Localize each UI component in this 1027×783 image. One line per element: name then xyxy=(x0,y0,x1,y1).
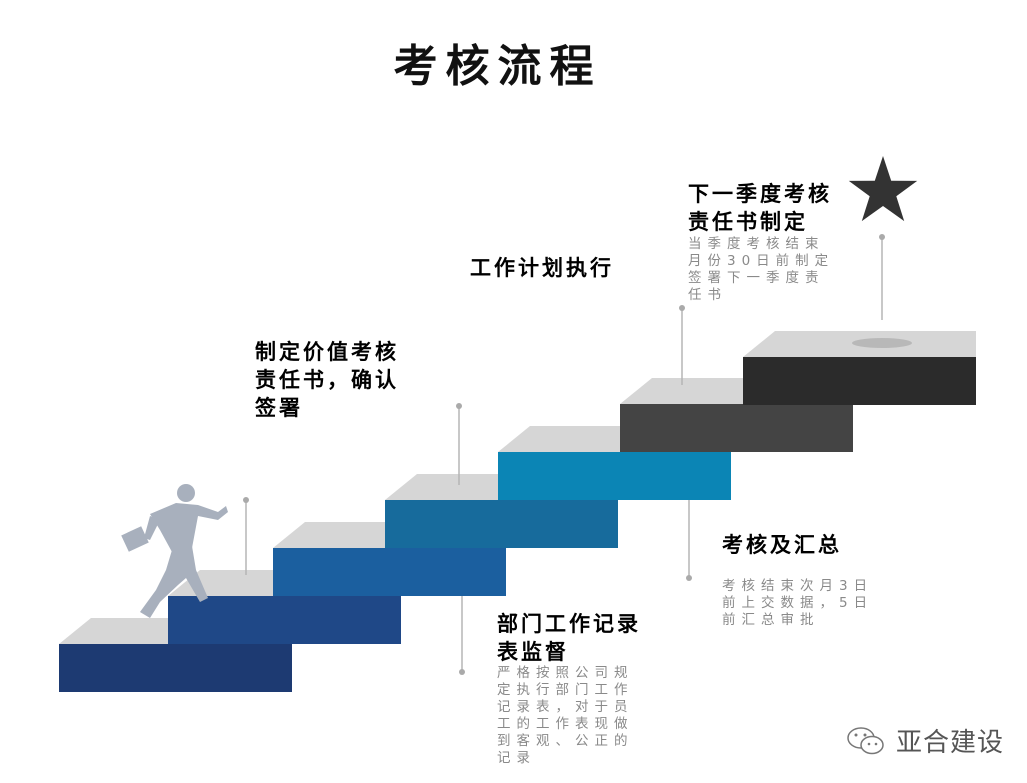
heading-line: 签署 xyxy=(255,396,303,420)
desc-line: 当季度考核结束 xyxy=(688,236,825,252)
desc-line: 前上交数据，5日 xyxy=(722,595,874,611)
connector-dot xyxy=(459,669,465,675)
runner-part xyxy=(177,484,195,502)
heading-line: 考核及汇总 xyxy=(722,533,842,557)
desc-line: 记录 xyxy=(497,750,536,766)
connector-dot xyxy=(679,305,685,311)
brand-watermark: 亚合建设 xyxy=(846,722,1004,759)
stair-step-1 xyxy=(59,644,292,692)
step-4-heading: 考核及汇总 xyxy=(722,531,842,559)
step-4-description: 考核结束次月3日 前上交数据，5日 前汇总审批 xyxy=(722,578,873,629)
desc-line: 定执行部门工作 xyxy=(497,682,634,698)
desc-line: 记录表，对于员 xyxy=(497,699,634,715)
star-icon xyxy=(848,156,918,222)
desc-line: 工的工作表现做 xyxy=(497,716,634,732)
heading-line: 工作计划执行 xyxy=(470,256,614,280)
desc-line: 到客观、公正的 xyxy=(497,733,634,749)
step-1-heading: 制定价值考核 责任书，确认 签署 xyxy=(255,338,399,422)
connector-dot xyxy=(879,234,885,240)
heading-line: 责任书，确认 xyxy=(255,368,399,392)
businessman-running-icon xyxy=(121,484,228,618)
desc-line: 考核结束次月3日 xyxy=(722,578,874,594)
desc-line: 月份30日前制定 xyxy=(688,253,835,269)
stair-step-5 xyxy=(498,452,731,500)
connector-dot xyxy=(243,497,249,503)
wechat-icon xyxy=(847,726,884,754)
desc-line: 前汇总审批 xyxy=(722,612,820,628)
step-2-description: 严格按照公司规 定执行部门工作 记录表，对于员 工的工作表现做 到客观、公正的 … xyxy=(497,665,634,767)
stair-step-2 xyxy=(168,596,401,644)
step-5-heading: 下一季度考核 责任书制定 xyxy=(688,180,832,236)
heading-line: 下一季度考核 xyxy=(688,182,832,206)
connector-dot xyxy=(686,575,692,581)
desc-line: 任书 xyxy=(688,287,727,303)
desc-line: 签署下一季度责 xyxy=(688,270,825,286)
heading-line: 部门工作记录 xyxy=(497,612,641,636)
runner-part xyxy=(121,526,149,552)
connector-dot xyxy=(456,403,462,409)
stair-step-7 xyxy=(743,357,976,405)
step-2-heading: 部门工作记录 表监督 xyxy=(497,610,641,666)
stair-step-4 xyxy=(385,500,618,548)
heading-line: 制定价值考核 xyxy=(255,340,399,364)
runner-part xyxy=(144,516,160,540)
brand-name: 亚合建设 xyxy=(896,728,1005,758)
star-shadow xyxy=(852,338,912,348)
runner-part xyxy=(140,546,208,618)
heading-line: 责任书制定 xyxy=(688,210,808,234)
desc-line: 严格按照公司规 xyxy=(497,665,634,681)
stair-step-6 xyxy=(620,404,853,452)
page-title: 考核流程 xyxy=(393,41,602,92)
runner-part xyxy=(150,503,228,552)
heading-line: 表监督 xyxy=(497,640,569,664)
step-3-heading: 工作计划执行 xyxy=(470,254,614,282)
stair-step-3 xyxy=(273,548,506,596)
step-5-description: 当季度考核结束 月份30日前制定 签署下一季度责 任书 xyxy=(688,236,834,304)
